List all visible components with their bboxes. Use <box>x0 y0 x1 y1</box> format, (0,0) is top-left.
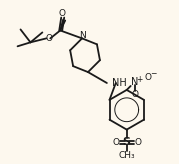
Text: S: S <box>123 137 131 147</box>
Text: +: + <box>136 74 143 83</box>
Text: O: O <box>134 138 141 147</box>
Text: NH: NH <box>112 78 127 88</box>
Text: O: O <box>46 34 53 43</box>
Text: −: − <box>150 70 157 79</box>
Text: N: N <box>131 77 138 87</box>
Text: N: N <box>79 31 85 40</box>
Text: O: O <box>131 90 138 99</box>
Text: CH₃: CH₃ <box>118 151 135 160</box>
Text: O: O <box>112 138 119 147</box>
Text: O: O <box>144 72 151 82</box>
Text: O: O <box>59 9 66 18</box>
